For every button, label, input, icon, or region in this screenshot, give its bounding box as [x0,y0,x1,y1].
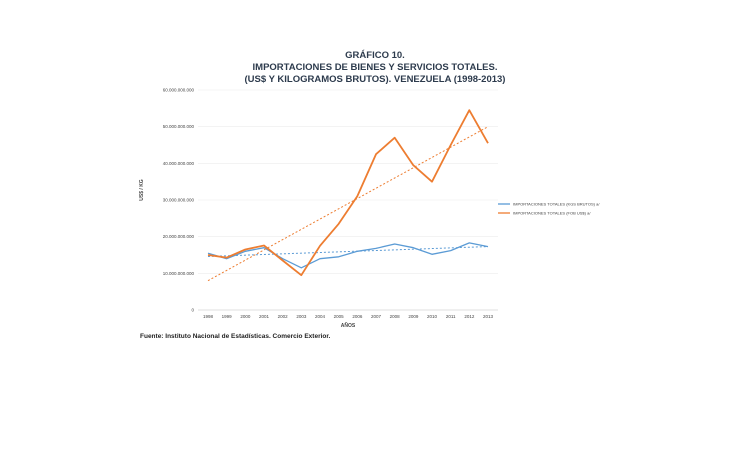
x-tick-label: 1999 [222,314,233,319]
x-axis-label: AÑOS [341,322,356,329]
trendline-series-1 [207,246,489,257]
x-tick-label: 2004 [315,314,326,319]
x-tick-labels: 1998 1999 2000 2001 2002 2003 2004 2005 2006 2007… [203,314,494,319]
x-tick-label: 2006 [352,314,363,319]
x-tick-label: 2001 [259,314,270,319]
x-tick-label: 2010 [427,314,438,319]
y-tick-label: 50.000.000.000 [163,124,195,129]
x-tick-label: 2000 [240,314,251,319]
chart-title: GRÁFICO 10. [345,50,405,61]
y-tick-label: 60.000.000.000 [163,88,195,93]
x-tick-label: 2007 [371,314,382,319]
y-tick-labels: 0 10.000.000.000 20.000.000.000 30.000.000.… [163,88,195,313]
y-tick-label: 20.000.000.000 [163,234,195,239]
legend-label: IMPORTACIONES TOTALES (FOB US$) a/ [513,211,591,216]
x-tick-label: 2005 [334,314,345,319]
x-tick-label: 2013 [483,314,494,319]
series-layer [207,109,489,282]
trendline-series-2 [207,126,489,282]
chart-subtitle-1: IMPORTACIONES DE BIENES Y SERVICIOS TOTA… [252,62,498,73]
x-tick-label: 2002 [278,314,289,319]
y-axis-label: US$ / KG [139,179,145,201]
x-tick-label: 1998 [203,314,214,319]
legend: IMPORTACIONES TOTALES (KGS BRUTOS) a/IMP… [498,202,600,216]
y-tick-label: 40.000.000.000 [163,161,195,166]
source-note: Fuente: Instituto Nacional de Estadístic… [140,333,331,340]
y-gridlines [198,89,498,274]
chart-subtitle-2: (US$ Y KILOGRAMOS BRUTOS). VENEZUELA (19… [244,74,506,85]
legend-label: IMPORTACIONES TOTALES (KGS BRUTOS) a/ [513,202,600,207]
x-tick-label: 2003 [296,314,307,319]
x-tick-label: 2008 [390,314,401,319]
x-tick-label: 2011 [446,314,456,319]
series-line-2 [207,109,489,277]
y-tick-label: 30.000.000.000 [163,198,195,203]
y-tick-label: 10.000.000.000 [163,271,195,276]
y-tick-label: 0 [191,308,194,313]
chart-title-block: GRÁFICO 10. IMPORTACIONES DE BIENES Y SE… [150,50,600,86]
series-line-1 [207,242,489,269]
x-tick-label: 2009 [408,314,419,319]
x-tick-label: 2012 [464,314,475,319]
